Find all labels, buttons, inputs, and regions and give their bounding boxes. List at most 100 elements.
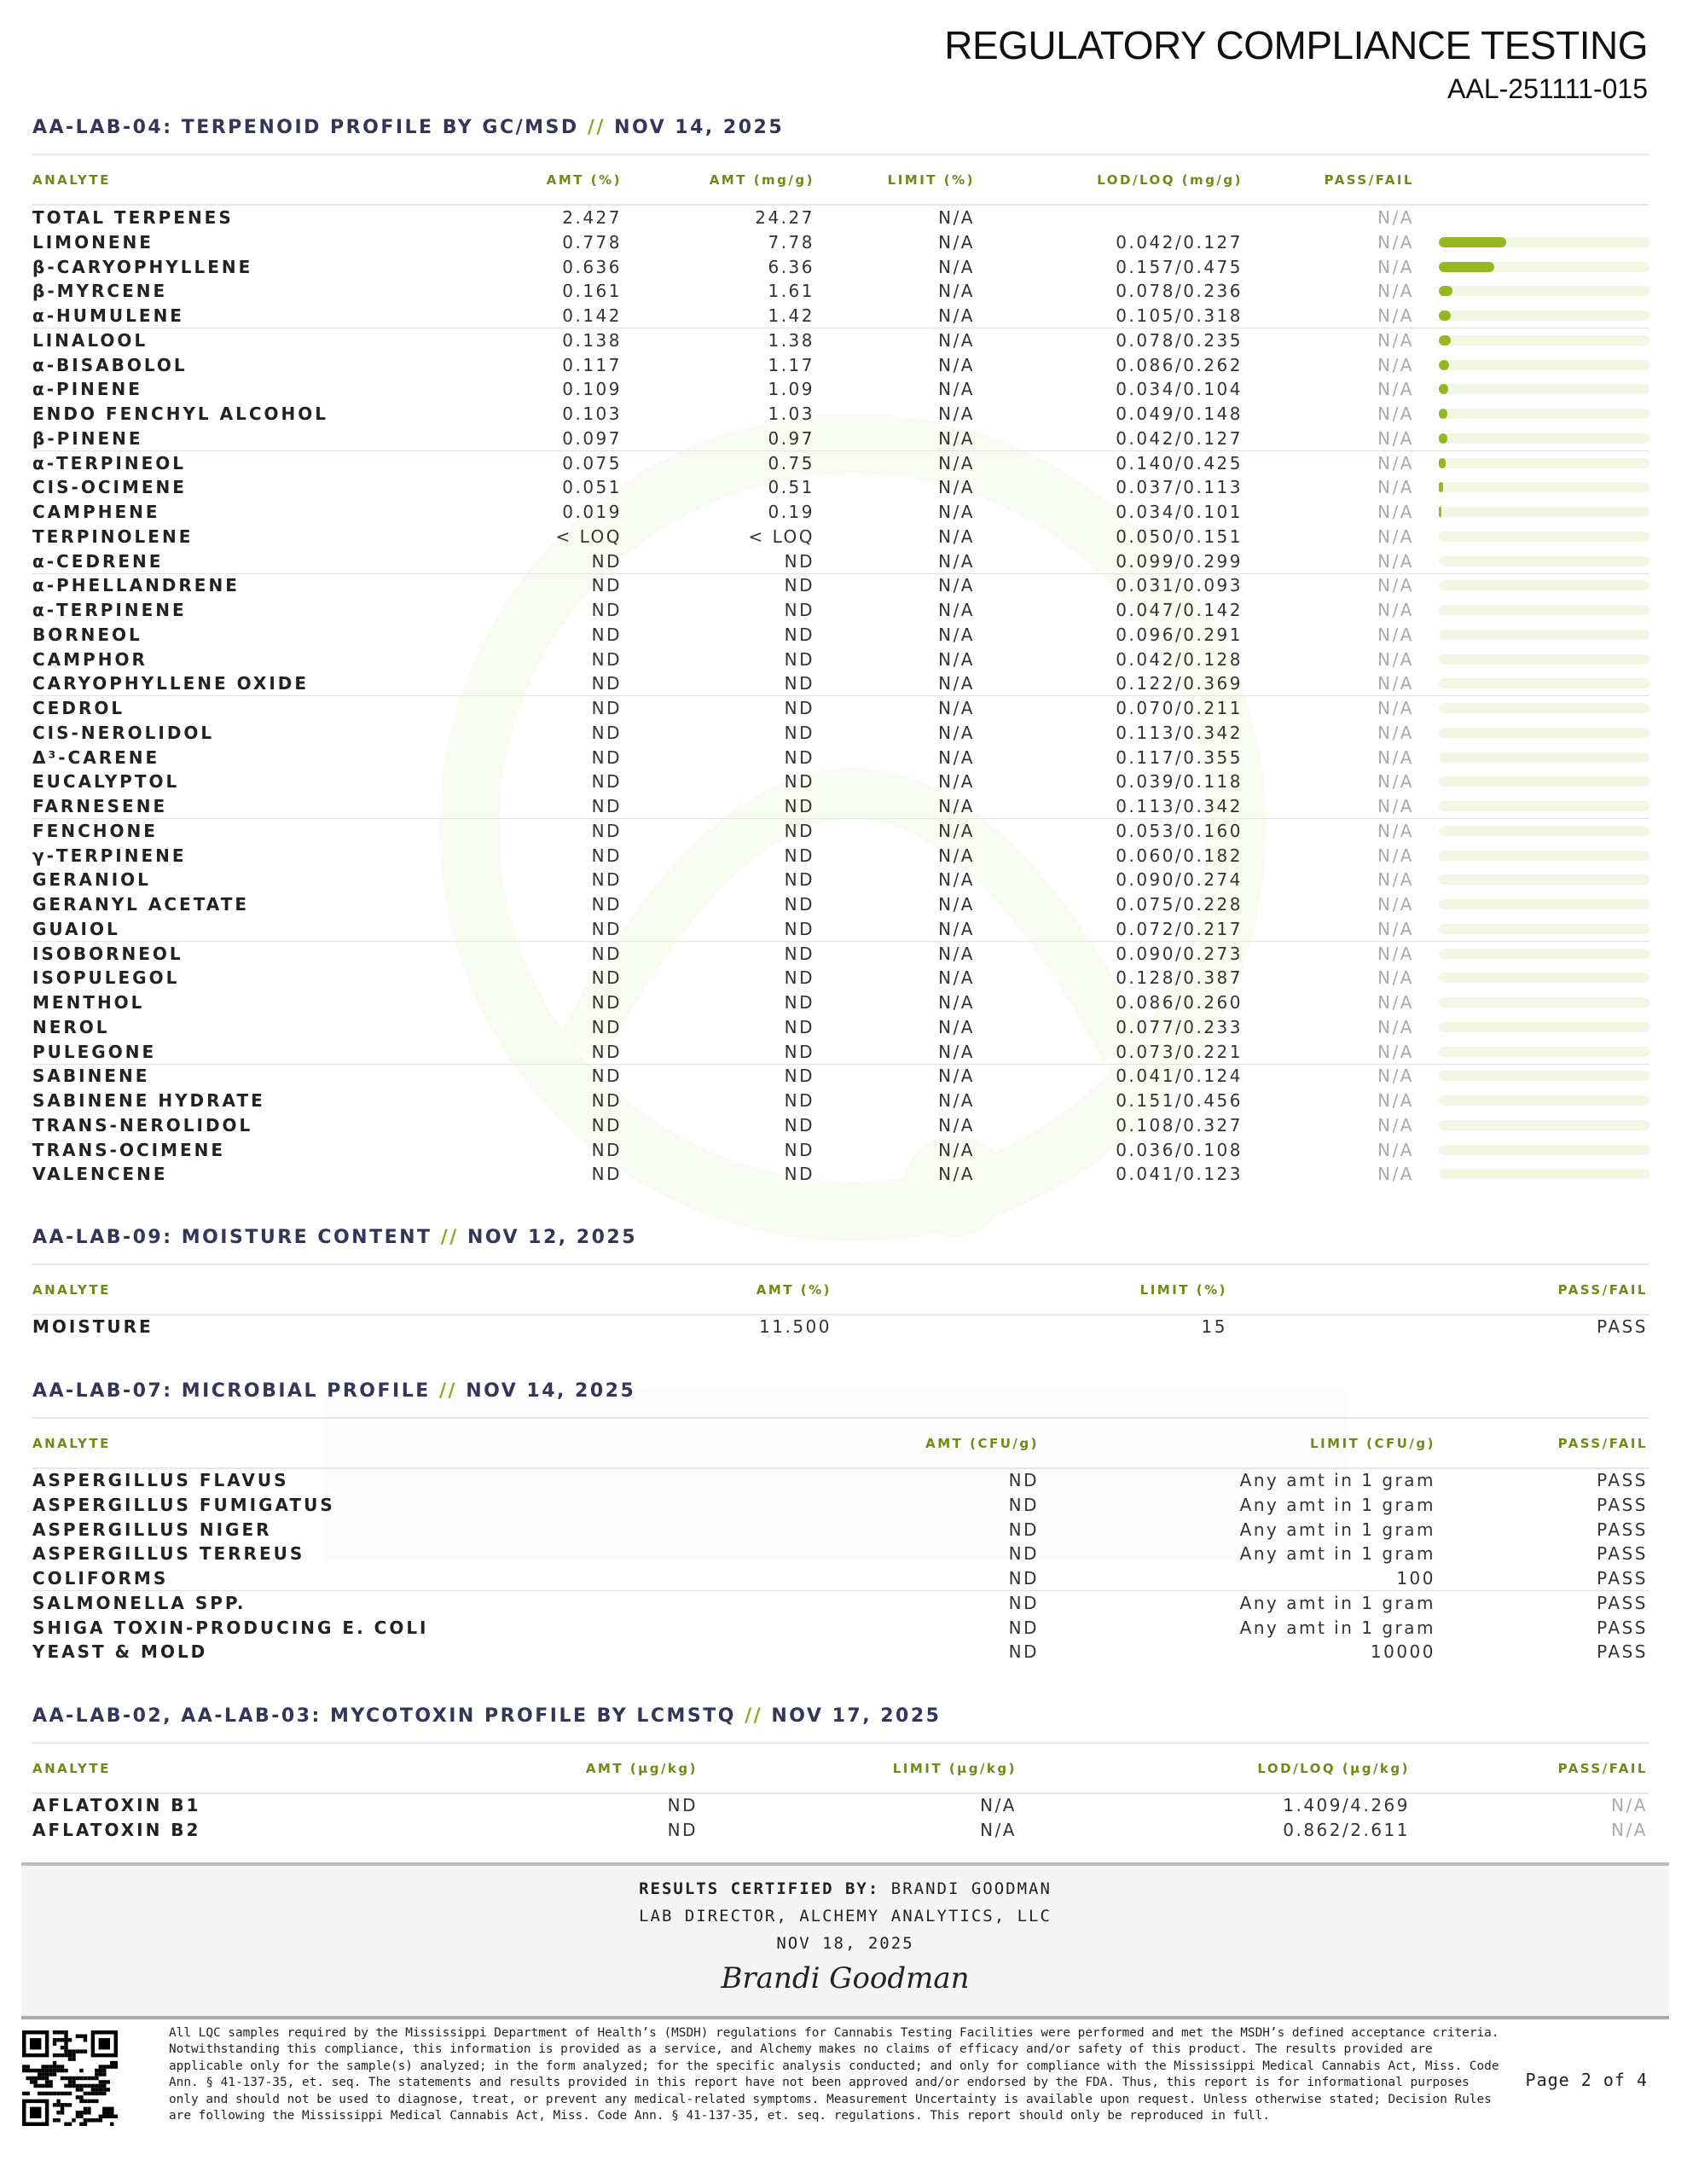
cell-value: N/A bbox=[938, 943, 975, 964]
cell-value: ND bbox=[591, 1139, 622, 1160]
cell-value: N/A bbox=[938, 379, 975, 400]
cell-value: N/A bbox=[938, 526, 975, 547]
cell-value: N/A bbox=[938, 992, 975, 1013]
cell-value: ND bbox=[591, 1164, 622, 1185]
analyte-name: CAMPHOR bbox=[32, 648, 148, 670]
cell-value: 0.031/0.093 bbox=[1116, 575, 1243, 596]
cell-value: 0.862/2.611 bbox=[1283, 1819, 1410, 1840]
divider bbox=[32, 154, 1649, 155]
cell-value: 0.099/0.299 bbox=[1116, 550, 1243, 572]
cell-value: 0.075 bbox=[562, 452, 622, 473]
mycotoxin-section-title: AA-LAB-02, AA-LAB-03: MYCOTOXIN PROFILE … bbox=[32, 1705, 941, 1727]
cell-value: 0.113/0.342 bbox=[1116, 796, 1243, 816]
column-header: LIMIT (%) bbox=[1139, 1282, 1227, 1298]
cell-value: N/A bbox=[1377, 575, 1414, 596]
page-number: Page 2 of 4 bbox=[1525, 2070, 1648, 2090]
cell-value: N/A bbox=[938, 869, 975, 891]
cell-value: PASS bbox=[1597, 1494, 1648, 1515]
terpene-share-bar bbox=[1439, 997, 1649, 1008]
qr-code[interactable] bbox=[21, 2030, 119, 2126]
terpene-share-bar bbox=[1439, 261, 1649, 272]
cell-value: 0.075/0.228 bbox=[1116, 894, 1243, 915]
cell-value: ND bbox=[784, 550, 815, 572]
column-header: LOD/LOQ (μg/kg) bbox=[1257, 1761, 1410, 1776]
cell-value: N/A bbox=[938, 1066, 975, 1087]
cell-value: N/A bbox=[938, 502, 975, 522]
cell-value: 0.019 bbox=[562, 502, 622, 522]
cell-value: ND bbox=[591, 967, 622, 989]
cell-value: ND bbox=[784, 918, 815, 939]
cell-value: ND bbox=[784, 894, 815, 915]
analyte-name: CAMPHENE bbox=[32, 502, 160, 522]
cell-value: N/A bbox=[1377, 1114, 1414, 1136]
cell-value: 0.041/0.124 bbox=[1116, 1066, 1243, 1087]
terpene-share-bar bbox=[1439, 948, 1649, 959]
cell-value: ND bbox=[784, 673, 815, 694]
cell-value: 0.036/0.108 bbox=[1116, 1139, 1243, 1160]
cell-value: N/A bbox=[1377, 477, 1414, 498]
cell-value: ND bbox=[784, 869, 815, 891]
cell-value: 1.38 bbox=[768, 329, 815, 351]
analyte-name: AFLATOXIN B1 bbox=[32, 1795, 201, 1815]
cell-value: ND bbox=[591, 1090, 622, 1111]
cell-value: < LOQ bbox=[555, 526, 622, 547]
cell-value: PASS bbox=[1597, 1543, 1648, 1565]
cell-value: N/A bbox=[1377, 673, 1414, 694]
cell-value: ND bbox=[1008, 1617, 1039, 1638]
cell-value: Any amt in 1 gram bbox=[1239, 1592, 1435, 1613]
column-header: PASS/FAIL bbox=[1324, 172, 1414, 188]
cell-value: N/A bbox=[938, 550, 975, 572]
certification-date: NOV 18, 2025 bbox=[776, 1934, 914, 1953]
cell-value: ND bbox=[1008, 1494, 1039, 1515]
cell-value: N/A bbox=[1377, 1016, 1414, 1037]
cell-value: 0.047/0.142 bbox=[1116, 600, 1243, 620]
cell-value: N/A bbox=[938, 305, 975, 326]
cell-value: N/A bbox=[1377, 427, 1414, 449]
cell-value: 0.053/0.160 bbox=[1116, 820, 1243, 841]
terpene-share-bar bbox=[1439, 311, 1649, 321]
terpene-share-bar bbox=[1439, 580, 1649, 591]
cell-value: ND bbox=[667, 1795, 698, 1815]
terpene-share-bar bbox=[1439, 1119, 1649, 1130]
disclaimer: All LQC samples required by the Mississi… bbox=[169, 2026, 1499, 2123]
cell-value: ND bbox=[784, 845, 815, 866]
cell-value: ND bbox=[591, 771, 622, 793]
terpene-share-bar bbox=[1439, 359, 1649, 370]
cell-value: ND bbox=[591, 796, 622, 816]
certifier-name: BRANDI GOODMAN bbox=[890, 1879, 1052, 1898]
cell-value: 6.36 bbox=[768, 256, 815, 277]
cell-value: ND bbox=[1008, 1568, 1039, 1589]
cell-value: N/A bbox=[938, 477, 975, 498]
cell-value: ND bbox=[784, 943, 815, 964]
terpene-share-fill bbox=[1439, 236, 1507, 247]
analyte-name: GERANIOL bbox=[32, 869, 151, 891]
cell-value: ND bbox=[591, 648, 622, 670]
cell-value: N/A bbox=[938, 1041, 975, 1062]
cell-value: ND bbox=[591, 550, 622, 572]
cell-value: 0.140/0.425 bbox=[1116, 452, 1243, 473]
separator: // bbox=[440, 1227, 459, 1248]
row-divider bbox=[32, 572, 1649, 574]
cell-value: 0.049/0.148 bbox=[1116, 404, 1243, 424]
cell-value: N/A bbox=[938, 624, 975, 645]
cell-value: 0.161 bbox=[562, 281, 622, 302]
cell-value: 0.086/0.260 bbox=[1116, 992, 1243, 1013]
certified-by: RESULTS CERTIFIED BY: BRANDI GOODMAN bbox=[21, 1879, 1669, 1898]
analyte-name: CIS-NEROLIDOL bbox=[32, 722, 215, 743]
analyte-name: CARYOPHYLLENE OXIDE bbox=[32, 673, 310, 694]
terpene-share-fill bbox=[1439, 433, 1447, 444]
cell-value: N/A bbox=[1377, 329, 1414, 351]
section-date: NOV 17, 2025 bbox=[771, 1705, 942, 1727]
analyte-name: GERANYL ACETATE bbox=[32, 894, 250, 915]
cell-value: N/A bbox=[938, 1016, 975, 1037]
cell-value: 0.636 bbox=[562, 256, 622, 277]
cell-value: ND bbox=[591, 992, 622, 1013]
terpene-share-bar bbox=[1439, 825, 1649, 836]
column-header: LIMIT (μg/kg) bbox=[892, 1761, 1017, 1776]
analyte-name: ENDO FENCHYL ALCOHOL bbox=[32, 404, 329, 424]
cell-value: 0.042/0.127 bbox=[1116, 427, 1243, 449]
cell-value: N/A bbox=[938, 1090, 975, 1111]
cell-value: 0.042/0.128 bbox=[1116, 648, 1243, 670]
cell-value: ND bbox=[591, 820, 622, 841]
analyte-name: FENCHONE bbox=[32, 820, 158, 841]
